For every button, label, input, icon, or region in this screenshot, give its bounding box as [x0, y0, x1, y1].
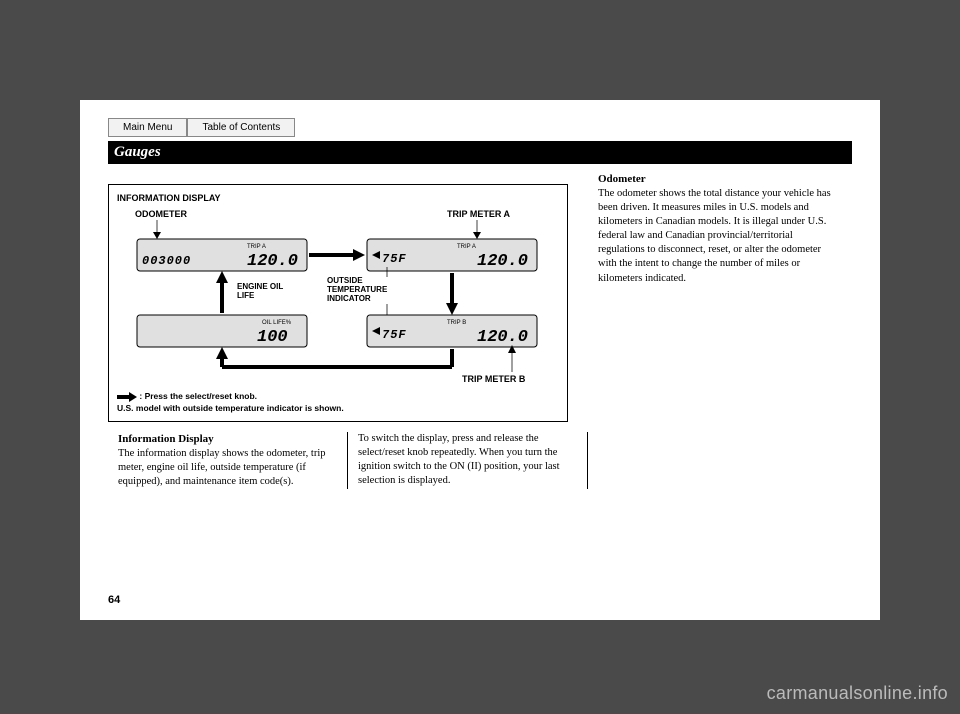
- svg-text:120.0: 120.0: [477, 328, 528, 347]
- main-menu-button[interactable]: Main Menu: [108, 118, 187, 137]
- svg-text:003000: 003000: [142, 254, 191, 268]
- svg-text:100: 100: [257, 328, 288, 347]
- info-display-body: The information display shows the odomet…: [118, 447, 337, 490]
- manual-page: Main Menu Table of Contents Gauges INFOR…: [80, 100, 880, 620]
- diagram-note-row: : Press the select/reset knob.: [117, 391, 559, 403]
- column-1: Information Display The information disp…: [108, 432, 348, 489]
- svg-text:TRIP A: TRIP A: [457, 244, 476, 250]
- svg-text:120.0: 120.0: [247, 252, 298, 271]
- svg-text:OIL LIFE%: OIL LIFE%: [262, 320, 292, 326]
- info-display-heading: Information Display: [118, 432, 337, 447]
- odometer-label: ODOMETER: [135, 209, 188, 219]
- watermark: carmanualsonline.info: [767, 683, 948, 704]
- svg-text:120.0: 120.0: [477, 252, 528, 271]
- arrow-icon: [117, 392, 137, 402]
- svg-text:TRIP A: TRIP A: [247, 244, 266, 250]
- odometer-heading: Odometer: [598, 172, 838, 187]
- engine-oil-life-label: ENGINE OIL LIFE: [237, 282, 285, 300]
- outside-temp-label: OUTSIDE TEMPERATURE INDICATOR: [327, 276, 390, 303]
- toc-button[interactable]: Table of Contents: [187, 118, 295, 137]
- svg-text:75F: 75F: [382, 328, 407, 342]
- svg-text:75F: 75F: [382, 252, 407, 266]
- switch-display-body: To switch the display, press and release…: [358, 432, 577, 489]
- diagram-svg: ODOMETER TRIP METER A TRIP A 003000 120.…: [117, 207, 557, 387]
- nav-bar: Main Menu Table of Contents: [108, 118, 852, 137]
- section-title: Gauges: [108, 141, 852, 164]
- diagram-note: : Press the select/reset knob.: [139, 391, 257, 401]
- trip-meter-b-label: TRIP METER B: [462, 374, 526, 384]
- column-2: To switch the display, press and release…: [348, 432, 588, 489]
- odometer-body: The odometer shows the total distance yo…: [598, 187, 838, 286]
- information-display-diagram: INFORMATION DISPLAY ODOMETER TRIP METER …: [108, 184, 568, 422]
- diagram-header: INFORMATION DISPLAY: [117, 193, 559, 203]
- page-number: 64: [108, 594, 120, 606]
- text-columns: Information Display The information disp…: [108, 432, 852, 489]
- diagram-caption: U.S. model with outside temperature indi…: [117, 403, 559, 415]
- svg-text:TRIP B: TRIP B: [447, 320, 466, 326]
- trip-meter-a-label: TRIP METER A: [447, 209, 511, 219]
- column-3: Odometer The odometer shows the total di…: [588, 172, 848, 489]
